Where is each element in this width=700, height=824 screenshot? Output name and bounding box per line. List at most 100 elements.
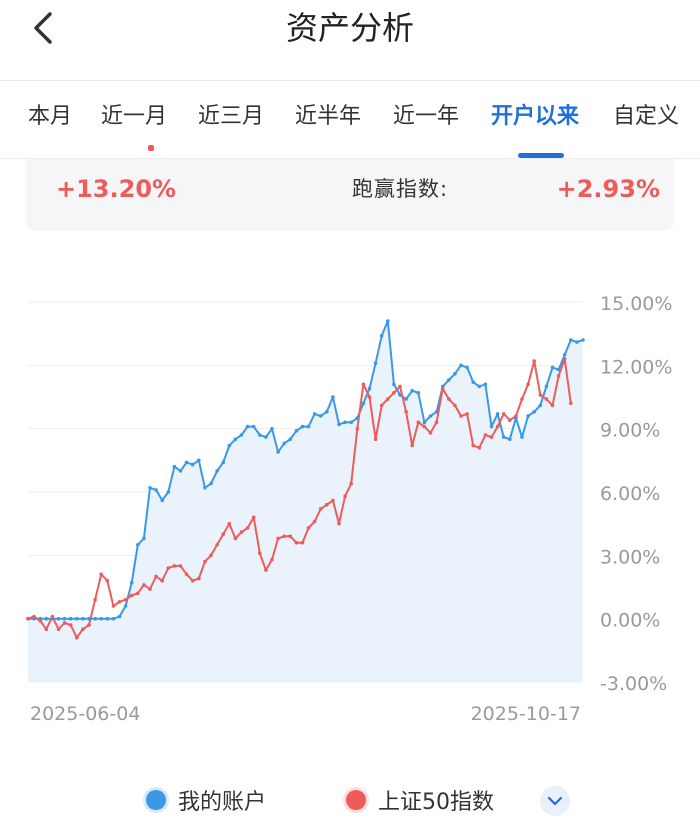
data-point-0 [367,386,372,391]
tab-last-three-months[interactable]: 近三月 [198,104,265,129]
data-point-1 [154,574,158,579]
data-point-1 [386,397,390,401]
y-tick-label: 15.00% [600,293,672,315]
data-point-1 [44,627,49,631]
data-point-0 [75,616,79,621]
page-title: 资产分析 [285,9,414,47]
data-point-1 [62,621,67,625]
tab-this-month[interactable]: 本月 [28,104,73,129]
y-tick-label: 0.00% [600,610,660,632]
data-point-0 [501,435,506,439]
data-point-0 [300,424,305,429]
data-point-0 [282,441,287,446]
data-point-0 [239,433,244,437]
data-point-0 [276,450,280,454]
data-point-1 [477,445,482,450]
data-point-0 [178,469,183,473]
chevron-down-icon[interactable] [540,786,570,816]
data-point-0 [209,481,213,486]
returns-chart[interactable]: 15.00% 12.00% 9.00% 6.00% 3.00% 0.00% -3.00% 20… [0,280,700,740]
data-point-0 [422,420,427,425]
data-point-0 [508,437,512,441]
back-button[interactable] [22,6,66,50]
data-point-0 [495,412,500,416]
data-point-1 [410,443,415,448]
data-point-1 [166,566,171,570]
data-point-1 [245,526,250,530]
data-point-1 [556,374,561,378]
data-point-1 [87,623,91,627]
data-point-1 [221,532,225,536]
data-point-1 [129,593,134,598]
data-point-0 [258,433,262,437]
data-point-0 [190,462,195,467]
tab-last-month[interactable]: 近一月 [101,104,168,129]
tab-last-year[interactable]: 近一年 [393,104,460,129]
data-point-1 [526,382,530,387]
data-point-1 [93,597,97,602]
returns-chart-svg[interactable]: 15.00% 12.00% 9.00% 6.00% 3.00% 0.00% -3.00% 20… [0,280,700,740]
data-point-0 [343,420,347,425]
data-point-1 [471,443,476,448]
data-point-1 [355,426,360,431]
chevron-left-icon[interactable] [22,6,66,50]
data-point-0 [550,365,555,370]
y-tick-label: 12.00% [600,356,672,378]
data-point-1 [501,412,506,416]
legend-expand-button[interactable] [540,786,570,816]
data-point-0 [349,420,354,425]
data-point-0 [532,410,536,414]
data-point-0 [489,424,494,429]
data-point-0 [337,422,341,427]
data-point-0 [203,486,207,490]
tab-since-opening[interactable]: 开户以来 [491,104,580,129]
data-point-0 [556,367,561,372]
legend-item-index[interactable]: 上证50指数 [346,784,494,816]
clipped-label-fragment [148,145,154,151]
data-point-1 [550,403,555,408]
data-point-0 [404,397,408,401]
data-point-1 [349,481,354,486]
data-point-0 [129,581,134,585]
tab-last-half-year[interactable]: 近半年 [295,104,362,129]
series-area-0 [28,321,583,682]
data-point-1 [203,559,207,564]
data-point-0 [453,372,457,376]
data-point-1 [209,553,213,558]
data-point-0 [56,616,61,621]
data-point-0 [184,460,189,465]
data-point-1 [495,424,500,429]
data-point-1 [81,627,85,631]
tab-custom[interactable]: 自定义 [613,104,680,129]
data-point-1 [32,614,36,619]
data-point-1 [184,572,189,577]
y-tick-label: -3.00% [600,673,667,695]
legend-item-account[interactable]: 我的账户 [146,784,266,816]
data-point-1 [318,507,323,511]
data-point-0 [68,616,73,621]
data-point-0 [148,486,152,490]
data-point-1 [68,623,73,627]
data-point-1 [172,564,177,568]
data-point-1 [264,568,268,572]
data-point-1 [331,498,335,503]
data-point-1 [538,393,543,397]
legend-label-account: 我的账户 [178,790,267,815]
data-point-1 [136,591,140,596]
data-point-0 [312,412,317,416]
data-point-1 [416,420,421,425]
data-point-0 [392,382,396,387]
data-point-0 [355,416,360,420]
data-point-1 [251,515,256,520]
data-point-1 [215,543,219,547]
data-point-1 [99,572,103,577]
legend-label-index: 上证50指数 [378,790,494,815]
data-point-0 [325,410,329,414]
chart-points [26,319,585,640]
data-point-1 [142,583,146,587]
data-point-0 [465,365,469,370]
x-tick-label-start: 2025-06-04 [30,703,140,725]
data-point-0 [331,395,335,399]
data-point-1 [489,435,494,439]
active-tab-indicator [518,153,564,158]
